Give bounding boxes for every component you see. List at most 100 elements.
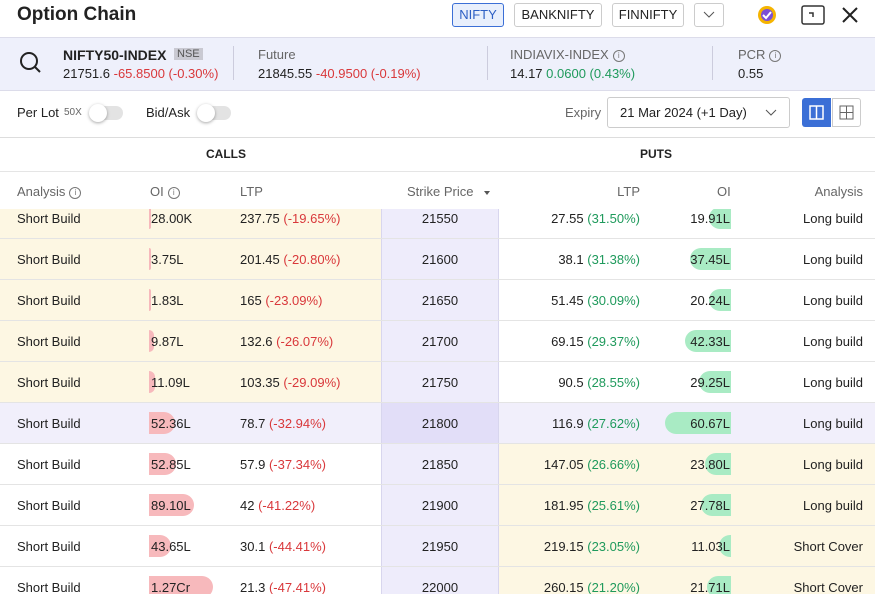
put-analysis: Long build [803, 334, 863, 349]
table-row[interactable]: Short Build 1.83L 165 (-23.09%) 21650 51.45 … [0, 280, 875, 321]
put-change: (23.05%) [587, 539, 640, 554]
column-header[interactable]: LTP [617, 184, 640, 199]
call-ltp-cell: 201.45 (-20.80%) [240, 252, 340, 267]
put-ltp-cell: 27.55 (31.50%) [551, 211, 640, 226]
bid-ask-toggle[interactable] [197, 104, 231, 122]
column-header[interactable]: OI i [150, 184, 180, 199]
logo-icon[interactable] [757, 5, 777, 25]
put-ltp: 147.05 [543, 457, 584, 472]
call-analysis: Short Build [17, 293, 81, 308]
call-ltp: 132.6 [240, 334, 273, 349]
info-icon[interactable]: i [612, 50, 625, 62]
call-ltp-cell: 21.3 (-47.41%) [240, 580, 326, 594]
vix-price: 14.17 0.0600 (0.43%) [510, 66, 635, 81]
put-change: (28.55%) [587, 375, 640, 390]
calls-cell-bg [0, 280, 381, 320]
put-ltp: 181.95 [543, 498, 584, 513]
call-oi: 52.85L [151, 457, 191, 472]
info-icon[interactable]: i [167, 187, 180, 199]
info-icon[interactable]: i [769, 50, 782, 62]
put-oi: 29.25L [690, 375, 730, 390]
strike: 21950 [421, 539, 459, 554]
view-split-button[interactable] [802, 98, 831, 127]
info-bar [0, 37, 875, 91]
puts-cell-bg [499, 526, 875, 566]
column-header[interactable]: LTP [240, 184, 263, 199]
strike: 21750 [421, 375, 459, 390]
tab[interactable]: NIFTY [452, 3, 504, 27]
call-oi: 28.00K [151, 211, 193, 226]
table-row[interactable]: Short Build 52.85L 57.9 (-37.34%) 21850 147.… [0, 444, 875, 485]
put-change: (26.66%) [587, 457, 640, 472]
column-header[interactable]: Analysis i [17, 184, 82, 199]
call-ltp-cell: 165 (-23.09%) [240, 293, 322, 308]
strike: 21650 [421, 293, 459, 308]
table-row[interactable]: Short Build 11.09L 103.35 (-29.09%) 21750 90… [0, 362, 875, 403]
price: 14.17 [510, 66, 543, 81]
call-oi-bar [149, 576, 213, 594]
table-row[interactable]: Short Build 89.10L 42 (-41.22%) 21900 181.95… [0, 485, 875, 526]
put-oi: 21.71L [690, 580, 730, 594]
put-change: (30.09%) [587, 293, 640, 308]
calls-cell-bg [0, 444, 381, 484]
strike: 21550 [421, 211, 459, 226]
put-ltp-cell: 116.9 (27.62%) [552, 416, 640, 431]
call-change: (-47.41%) [268, 580, 327, 594]
put-ltp-cell: 38.1 (31.38%) [558, 252, 640, 267]
table-row[interactable]: Short Build 1.27Cr 21.3 (-47.41%) 22000 260.… [0, 567, 875, 594]
call-change: (-23.09%) [265, 293, 323, 308]
view-grid-button[interactable] [832, 98, 861, 127]
sort-icon[interactable] [484, 190, 490, 196]
call-analysis: Short Build [17, 375, 81, 390]
bid-ask-label: Bid/Ask [146, 105, 191, 120]
column-header[interactable]: OI [717, 184, 731, 199]
close-icon[interactable] [842, 7, 858, 23]
put-oi: 42.33L [690, 334, 730, 349]
title: Option Chain [17, 4, 137, 25]
put-ltp-cell: 51.45 (30.09%) [551, 293, 640, 308]
tab[interactable]: FINNIFTY [612, 3, 684, 27]
put-analysis: Long build [803, 416, 863, 431]
put-ltp: 219.15 [543, 539, 584, 554]
call-ltp: 78.7 [240, 416, 266, 431]
table-row[interactable]: Short Build 43.65L 30.1 (-44.41%) 21950 219.… [0, 526, 875, 567]
table-header [0, 137, 875, 210]
strike-cell-bg [381, 239, 499, 279]
table-row[interactable]: Short Build 9.87L 132.6 (-26.07%) 21700 69.1… [0, 321, 875, 362]
put-ltp: 90.5 [558, 375, 584, 390]
call-change: (-20.80%) [283, 252, 341, 267]
put-change: (31.38%) [587, 252, 640, 267]
puts-cell-bg [499, 239, 875, 279]
put-ltp: 69.15 [551, 334, 584, 349]
call-oi: 52.36L [151, 416, 191, 431]
column-header[interactable]: Analysis [814, 184, 863, 199]
strike: 21600 [421, 252, 459, 267]
strike-cell-bg [381, 362, 499, 402]
search-icon[interactable] [19, 51, 43, 75]
table-row[interactable]: Short Build 3.75L 201.45 (-20.80%) 21600 38.… [0, 239, 875, 280]
dropdown-button[interactable] [694, 3, 724, 27]
call-change: (-26.07%) [276, 334, 334, 349]
table-row[interactable]: Short Build 52.36L 78.7 (-32.94%) 21800 116.… [0, 403, 875, 444]
info-icon[interactable]: i [69, 187, 82, 199]
column-header[interactable]: Strike Price [407, 184, 474, 199]
strike-cell-bg [381, 485, 499, 525]
call-change: (-37.34%) [268, 457, 327, 472]
table-row[interactable]: Short Build 28.00K 237.75 (-19.65%) 21550 27… [0, 209, 875, 239]
expiry-dropdown[interactable]: 21 Mar 2024 (+1 Day) [607, 97, 790, 128]
call-oi-bar [149, 289, 151, 311]
call-analysis: Short Build [17, 539, 81, 554]
label: INDIAVIX-INDEX [510, 47, 609, 62]
call-oi-bar [149, 535, 171, 557]
put-oi-bar [684, 330, 731, 352]
puts-cell-bg [499, 209, 875, 238]
calls-cell-bg [0, 239, 381, 279]
put-analysis: Long build [803, 457, 863, 472]
screen-icon[interactable] [801, 4, 825, 26]
call-ltp: 201.45 [240, 252, 280, 267]
call-ltp: 103.35 [240, 375, 280, 390]
per-lot-toggle[interactable] [89, 104, 123, 122]
tab[interactable]: BANKNIFTY [514, 3, 602, 27]
put-oi-bar [708, 289, 731, 311]
